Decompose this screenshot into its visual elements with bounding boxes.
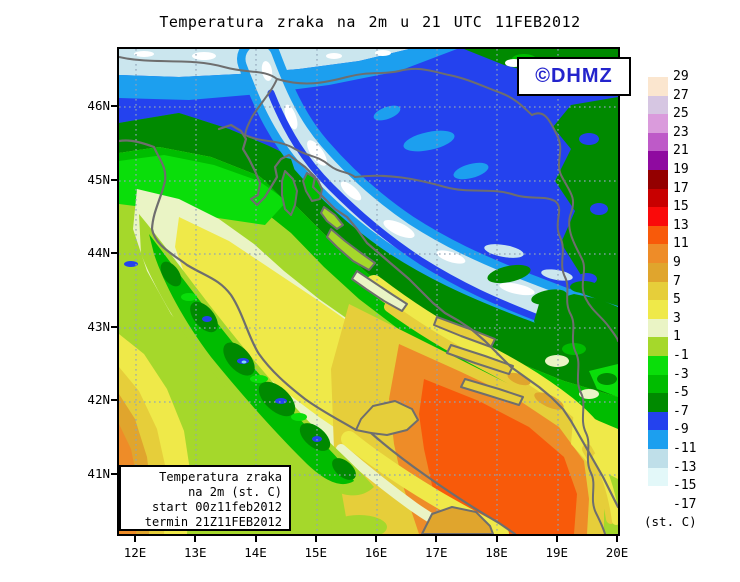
colorbar-swatch-14 (648, 337, 668, 356)
lon-tick-17E (435, 536, 438, 542)
colorbar-swatch-16 (648, 374, 668, 394)
colorbar-value-19: 19 (673, 162, 689, 177)
lat-tick-44N (111, 252, 117, 255)
colorbar-value--3: -3 (673, 366, 689, 382)
info-box-line-1: na 2m (st. C) (188, 485, 282, 499)
colorbar-value-13: 13 (673, 217, 689, 233)
coastline (119, 123, 618, 534)
colorbar-swatch-3 (648, 132, 668, 152)
info-box-line-3: termin 21Z11FEB2012 (144, 515, 282, 529)
colorbar-swatch-4 (648, 151, 668, 170)
islands (281, 170, 524, 534)
map-plot-area (117, 47, 620, 536)
lat-label-44N: 44N (87, 245, 110, 261)
colorbar-swatch-10 (648, 263, 668, 282)
colorbar-swatch-7 (648, 207, 668, 226)
info-box-line-2: start 00z11feb2012 (151, 500, 282, 514)
colorbar-swatch-5 (648, 170, 668, 189)
colorbar-value-23: 23 (673, 124, 689, 140)
lat-tick-41N (111, 473, 117, 475)
lat-label-46N: 46N (87, 98, 110, 113)
lon-tick-18E (495, 536, 498, 542)
colorbar-swatch-1 (648, 95, 668, 115)
lat-label-42N: 42N (87, 392, 110, 408)
lon-label-16E: 16E (364, 545, 388, 560)
colorbar-value-7: 7 (673, 273, 681, 289)
colorbar-value-27: 27 (673, 87, 689, 103)
colorbar-value--15: -15 (673, 478, 697, 494)
lon-tick-13E (194, 536, 197, 542)
graticule-grid-lines (119, 49, 618, 534)
colorbar-value-9: 9 (673, 255, 681, 270)
colorbar-value--9: -9 (673, 422, 689, 438)
colorbar-swatch-13 (648, 318, 668, 338)
lat-label-45N: 45N (87, 171, 110, 187)
colorbar-value-17: 17 (673, 180, 689, 196)
colorbar-swatch-12 (648, 300, 668, 319)
lon-tick-12E (134, 536, 136, 542)
colorbar-value--1: -1 (673, 348, 689, 363)
colorbar-value--5: -5 (673, 385, 689, 401)
colorbar-swatch-9 (648, 244, 668, 263)
colorbar-swatch-11 (648, 281, 668, 301)
dhmz-logo-text: ©DHMZ (535, 65, 613, 87)
info-box-line-0: Temperatura zraka (159, 470, 282, 484)
colorbar-swatch-15 (648, 356, 668, 375)
lat-label-41N: 41N (87, 466, 110, 481)
lon-label-15E: 15E (304, 545, 328, 560)
colorbar-value-15: 15 (673, 199, 689, 215)
lon-tick-15E (314, 536, 317, 542)
colorbar-swatch-8 (648, 225, 668, 245)
lat-label-43N: 43N (87, 318, 110, 334)
colorbar-value-5: 5 (673, 292, 681, 308)
lon-label-17E: 17E (424, 545, 448, 560)
colorbar-value--11: -11 (673, 441, 697, 456)
colorbar-swatch-18 (648, 411, 668, 431)
colorbar-swatch-21 (648, 467, 668, 487)
colorbar-value-21: 21 (673, 143, 689, 159)
colorbar-swatch-6 (648, 188, 668, 208)
temperature-field-map (119, 49, 618, 534)
page-title: Temperatura zraka na 2m u 21 UTC 11FEB20… (159, 13, 581, 31)
lon-tick-20E (616, 536, 618, 542)
lat-tick-45N (111, 178, 117, 181)
lon-label-13E: 13E (183, 545, 207, 560)
lon-tick-16E (375, 536, 377, 542)
colorbar-swatch-17 (648, 393, 668, 412)
colorbar-value-3: 3 (673, 310, 681, 326)
colorbar-value--7: -7 (673, 403, 689, 419)
lon-tick-19E (555, 536, 558, 542)
colorbar-value-29: 29 (673, 69, 689, 84)
lat-tick-42N (111, 399, 117, 402)
colorbar-swatch-2 (648, 114, 668, 133)
colorbar-value--13: -13 (673, 459, 697, 475)
lon-label-12E: 12E (123, 545, 147, 560)
lat-tick-43N (111, 325, 117, 328)
colorbar-value-11: 11 (673, 236, 689, 252)
lon-label-19E: 19E (545, 545, 569, 560)
colorbar-value-25: 25 (673, 106, 689, 122)
dhmz-logo: ©DHMZ (517, 57, 631, 96)
colorbar-value-1: 1 (673, 329, 681, 345)
country-borders (119, 56, 618, 534)
colorbar-unit-label: (st. C) (644, 514, 697, 529)
lon-label-14E: 14E (244, 545, 267, 560)
colorbar-swatch-0 (648, 77, 668, 96)
colorbar-swatch-22 (648, 486, 668, 505)
colorbar-value--17: -17 (673, 496, 697, 512)
map-info-box: Temperatura zraka na 2m (st. C) start 00z1… (119, 465, 291, 531)
colorbar-swatch-19 (648, 430, 668, 449)
colorbar-swatch-20 (648, 449, 668, 468)
lon-tick-14E (254, 536, 257, 542)
lat-tick-46N (111, 105, 117, 107)
lon-label-20E: 20E (605, 545, 629, 560)
lon-label-18E: 18E (485, 545, 508, 560)
